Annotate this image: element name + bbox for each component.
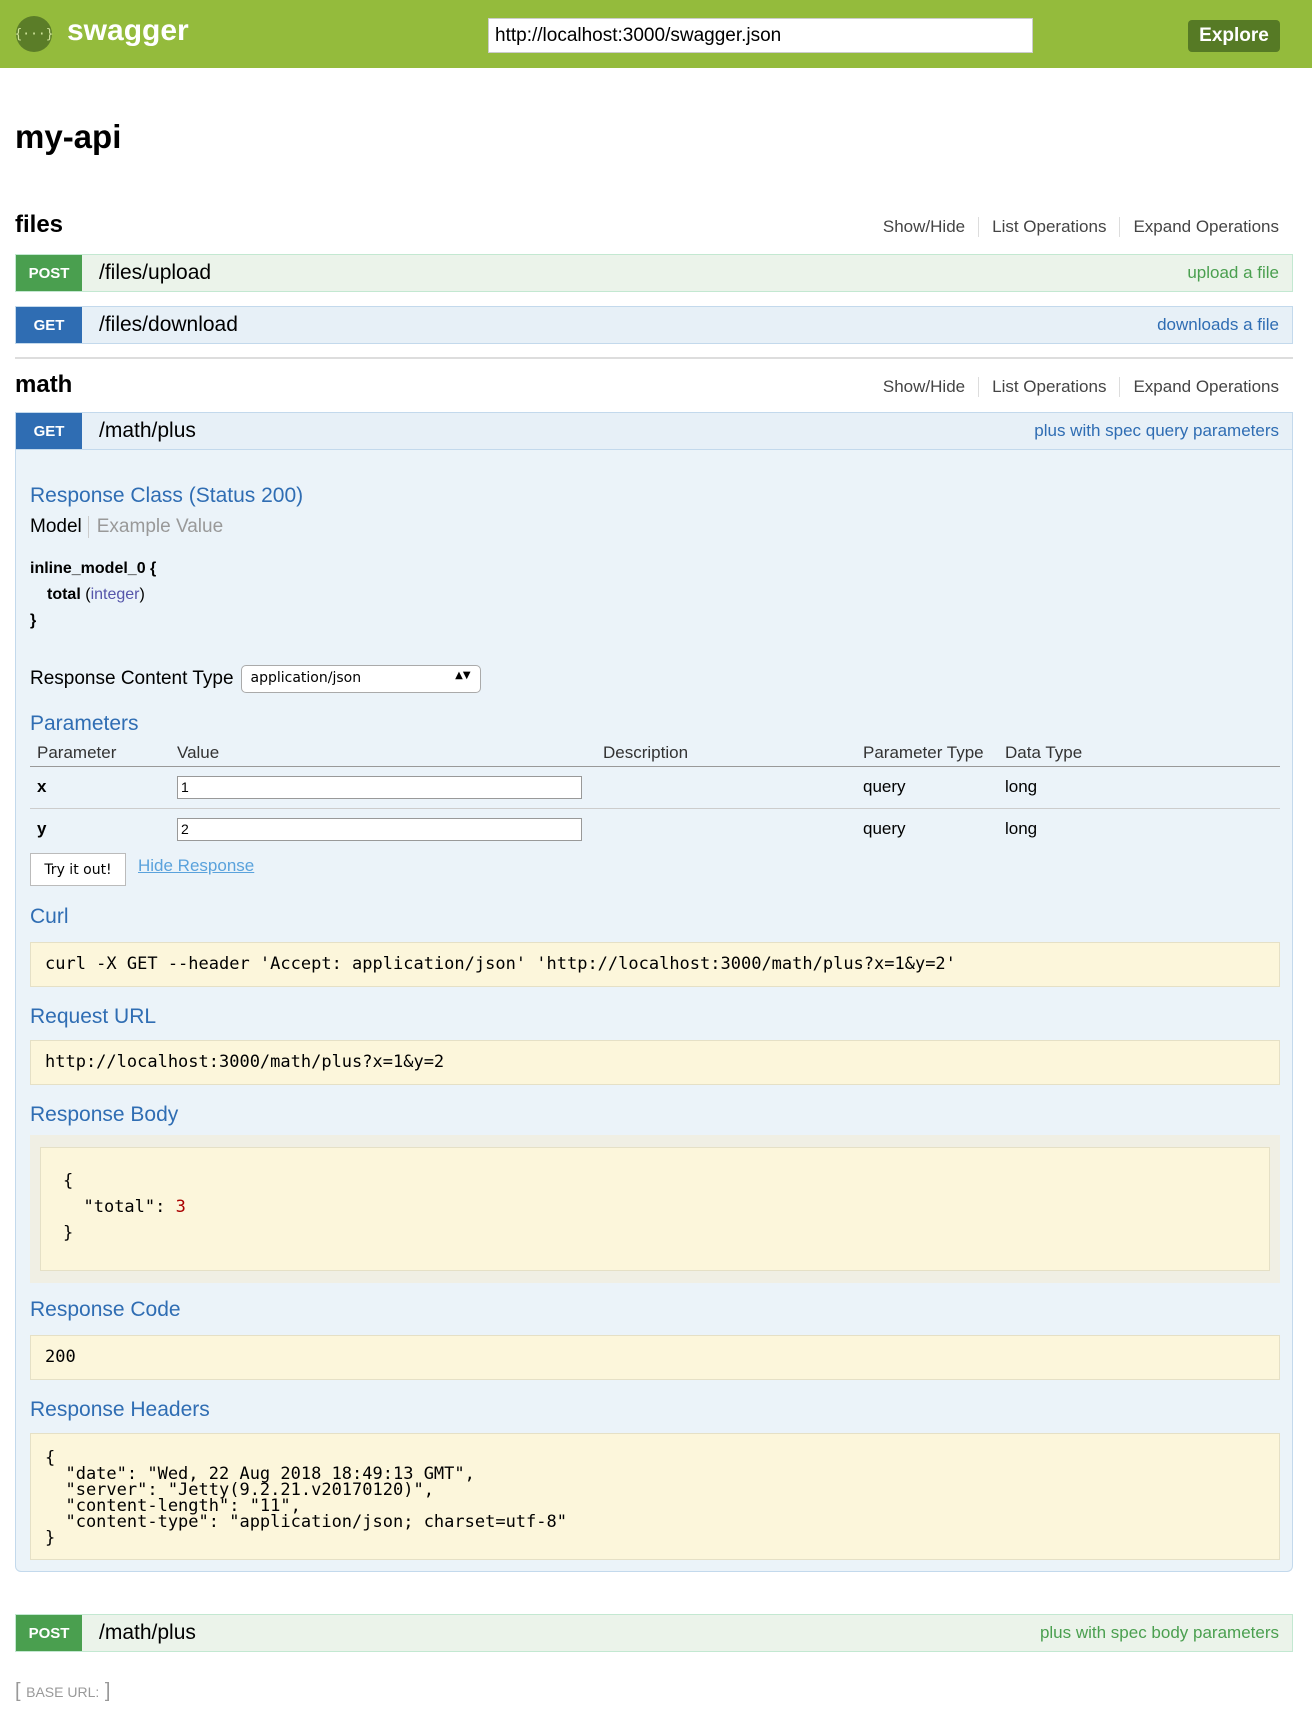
operation-summary[interactable]: downloads a file (1157, 315, 1279, 334)
content-type-value: application/json (250, 670, 362, 686)
section-title: files (15, 211, 64, 238)
curl-command: curl -X GET --header 'Accept: applicatio… (30, 942, 1280, 987)
method-badge: GET (16, 307, 82, 343)
response-body-title: Response Body (30, 1103, 179, 1126)
show-hide-link[interactable]: Show/Hide (882, 377, 966, 396)
content-type-select[interactable]: application/json ▲▼ (240, 665, 481, 693)
select-arrows-icon: ▲▼ (455, 670, 471, 681)
base-url-label: BASE URL: (26, 1684, 100, 1700)
operation-post-math-plus[interactable]: POST /math/plus plus with spec body para… (15, 1614, 1293, 1652)
content-type-label: Response Content Type (30, 668, 234, 689)
top-bar: {···} swagger Explore (0, 0, 1312, 68)
body-value: 3 (175, 1197, 186, 1217)
try-it-out-button[interactable]: Try it out! (30, 853, 126, 886)
operation-summary[interactable]: upload a file (1187, 263, 1279, 282)
response-code: 200 (30, 1335, 1280, 1380)
method-badge: GET (16, 413, 82, 449)
col-header: Parameter (30, 740, 170, 767)
col-header: Data Type (998, 740, 1280, 767)
operation-path[interactable]: /files/download (99, 313, 238, 336)
param-description (596, 766, 856, 809)
param-y-input[interactable] (177, 817, 582, 841)
model-tab[interactable]: Model (30, 516, 89, 538)
operation-get-math-plus[interactable]: GET /math/plus plus with spec query para… (15, 412, 1293, 450)
model-field: total (47, 586, 81, 603)
operation-details: Response Class (Status 200) Model Exampl… (15, 450, 1293, 1572)
parameters-table: Parameter Value Description Parameter Type D… (30, 740, 1280, 850)
show-hide-link[interactable]: Show/Hide (882, 217, 966, 236)
response-class-title: Response Class (Status 200) (30, 484, 304, 507)
spec-url-input[interactable] (488, 18, 1033, 53)
param-x-input[interactable] (177, 775, 582, 799)
section-title: math (15, 371, 73, 398)
model-close: } (30, 612, 37, 629)
table-row: y query long (30, 808, 1280, 850)
response-code-title: Response Code (30, 1298, 181, 1321)
operation-path[interactable]: /math/plus (99, 419, 196, 442)
body-key: "total" (83, 1197, 156, 1217)
param-data-type: long (1005, 819, 1038, 839)
method-badge: POST (16, 1615, 82, 1651)
expand-operations-link[interactable]: Expand Operations (1119, 217, 1279, 237)
base-url: [ BASE URL: ] (15, 1680, 111, 1702)
response-body-wrapper: { "total": 3} (30, 1135, 1280, 1283)
parameters-title: Parameters (30, 712, 139, 735)
param-type: query (856, 766, 998, 809)
method-badge: POST (16, 255, 82, 291)
model-name: inline_model_0 { (30, 560, 157, 577)
param-name: x (30, 766, 170, 809)
explore-button[interactable]: Explore (1188, 20, 1280, 52)
hide-response-link[interactable]: Hide Response (138, 856, 255, 875)
list-operations-link[interactable]: List Operations (978, 377, 1119, 397)
swagger-logo-icon: {···} (14, 16, 54, 52)
response-body: { "total": 3} (40, 1147, 1270, 1271)
api-title: my-api (15, 118, 122, 155)
operation-path[interactable]: /math/plus (99, 1621, 196, 1644)
col-header: Parameter Type (856, 740, 998, 767)
param-description (596, 808, 856, 850)
request-url-title: Request URL (30, 1005, 157, 1028)
response-headers-title: Response Headers (30, 1398, 210, 1421)
param-data-type: long (998, 766, 1280, 809)
expand-operations-link[interactable]: Expand Operations (1119, 377, 1279, 397)
operation-path[interactable]: /files/upload (99, 261, 212, 284)
operation-get-files-download[interactable]: GET /files/download downloads a file (15, 306, 1293, 344)
example-value-tab[interactable]: Example Value (96, 516, 224, 537)
request-url: http://localhost:3000/math/plus?x=1&y=2 (30, 1040, 1280, 1085)
col-header: Value (170, 740, 596, 767)
list-operations-link[interactable]: List Operations (978, 217, 1119, 237)
param-name: y (37, 819, 47, 839)
brand-name: swagger (67, 14, 189, 47)
response-headers: { "date": "Wed, 22 Aug 2018 18:49:13 GMT… (30, 1433, 1280, 1560)
operation-summary[interactable]: plus with spec body parameters (1039, 1623, 1279, 1642)
operation-summary[interactable]: plus with spec query parameters (1034, 421, 1279, 440)
operation-post-files-upload[interactable]: POST /files/upload upload a file (15, 254, 1293, 292)
col-header: Description (596, 740, 856, 767)
curl-title: Curl (30, 905, 69, 928)
param-type: query (863, 819, 906, 839)
model-type: integer (90, 586, 140, 603)
divider (15, 357, 1293, 359)
